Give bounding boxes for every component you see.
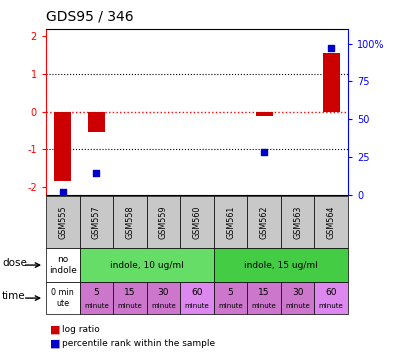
Text: 5: 5 <box>228 288 234 297</box>
Text: GSM562: GSM562 <box>260 206 269 239</box>
Text: time: time <box>2 291 26 301</box>
Point <box>93 171 100 176</box>
Text: minute: minute <box>285 303 310 309</box>
Text: minute: minute <box>118 303 142 309</box>
Point <box>60 189 66 195</box>
Text: 60: 60 <box>191 288 203 297</box>
Text: GSM559: GSM559 <box>159 205 168 239</box>
Text: minute: minute <box>218 303 243 309</box>
Text: GSM560: GSM560 <box>192 206 202 239</box>
Text: GSM563: GSM563 <box>293 206 302 239</box>
Text: 5: 5 <box>94 288 99 297</box>
Text: minute: minute <box>252 303 276 309</box>
Text: indole, 10 ug/ml: indole, 10 ug/ml <box>110 261 184 270</box>
Text: GSM557: GSM557 <box>92 205 101 239</box>
Text: log ratio: log ratio <box>62 325 100 334</box>
Text: minute: minute <box>151 303 176 309</box>
Text: minute: minute <box>319 303 344 309</box>
Text: GSM555: GSM555 <box>58 205 67 239</box>
Text: ■: ■ <box>50 338 60 348</box>
Text: minute: minute <box>84 303 109 309</box>
Text: no
indole: no indole <box>49 255 77 275</box>
Text: ■: ■ <box>50 324 60 334</box>
Text: GSM564: GSM564 <box>327 206 336 239</box>
Point <box>261 150 267 155</box>
Text: percentile rank within the sample: percentile rank within the sample <box>62 339 215 348</box>
Text: 60: 60 <box>326 288 337 297</box>
Text: 0 min
ute: 0 min ute <box>52 288 74 308</box>
Bar <box>256 111 272 116</box>
Text: 15: 15 <box>258 288 270 297</box>
Bar <box>323 53 340 111</box>
Text: dose: dose <box>2 258 27 268</box>
Text: indole, 15 ug/ml: indole, 15 ug/ml <box>244 261 318 270</box>
Bar <box>88 111 105 132</box>
Text: GSM561: GSM561 <box>226 206 235 239</box>
Text: 15: 15 <box>124 288 136 297</box>
Text: 30: 30 <box>292 288 304 297</box>
Point <box>328 45 334 51</box>
Bar <box>54 111 71 181</box>
Text: 30: 30 <box>158 288 169 297</box>
Text: minute: minute <box>185 303 209 309</box>
Text: GDS95 / 346: GDS95 / 346 <box>46 9 134 23</box>
Text: GSM558: GSM558 <box>125 206 134 239</box>
